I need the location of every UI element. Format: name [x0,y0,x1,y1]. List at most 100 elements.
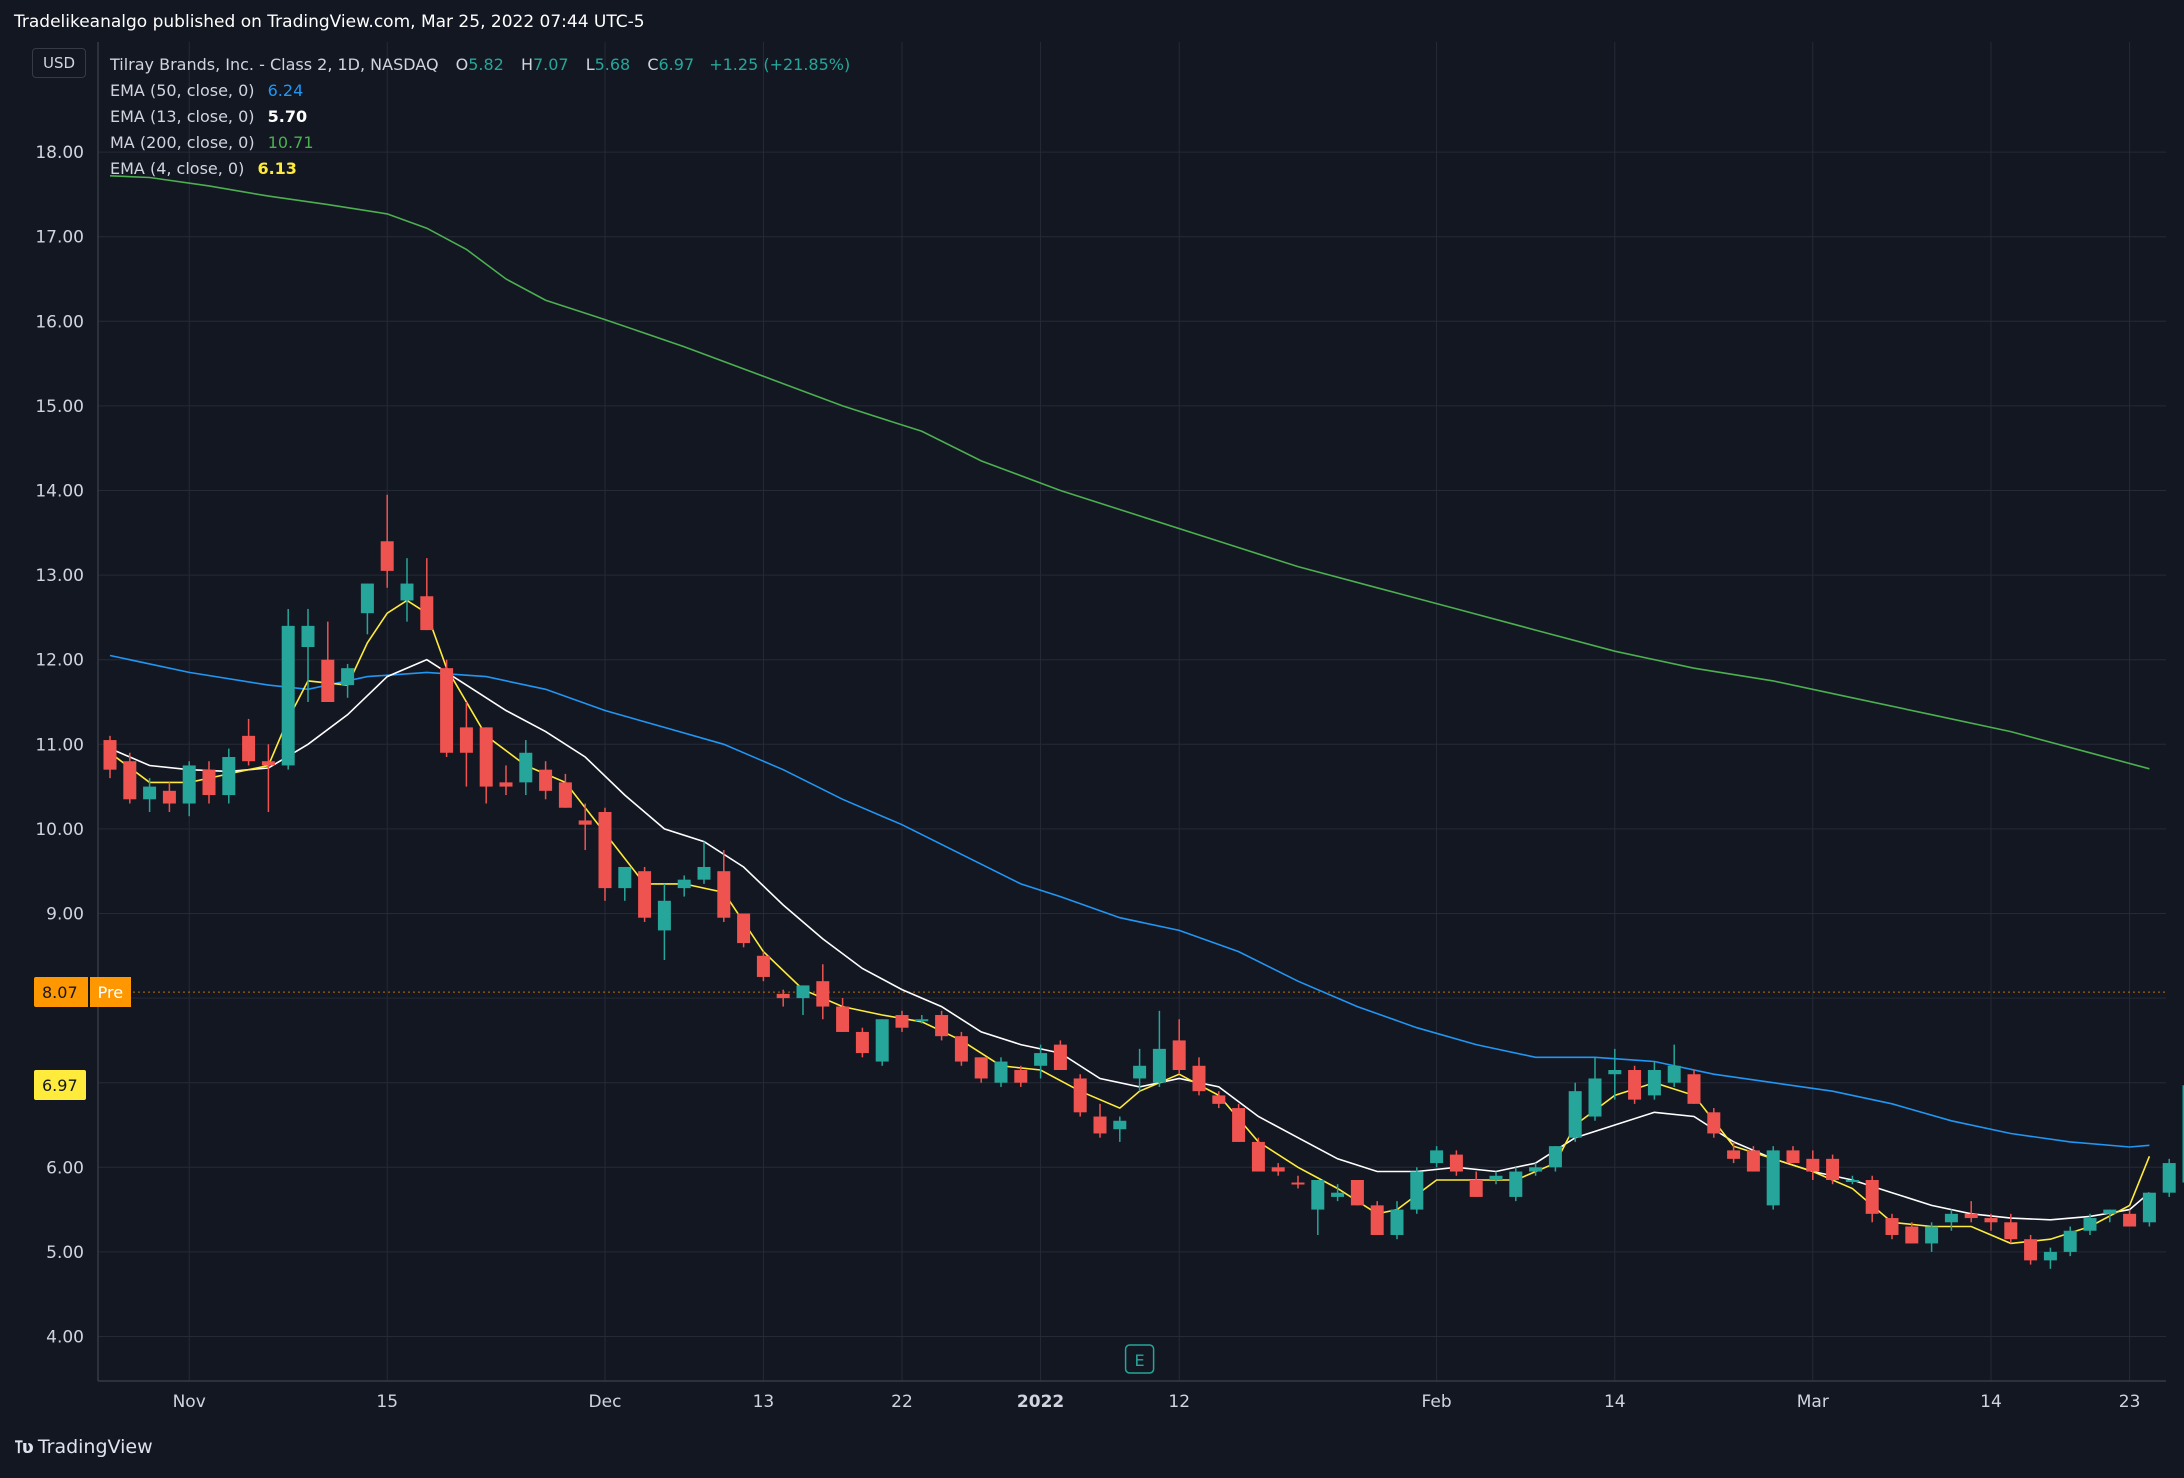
low-value: 5.68 [595,55,631,74]
candle-body [1014,1070,1027,1083]
open-label: O [456,55,469,74]
candle-body [519,753,532,783]
x-tick-label: 12 [1168,1392,1190,1412]
candle-body [1886,1218,1899,1235]
candle-body [183,765,196,803]
candle-body [1569,1091,1582,1138]
publisher-info: Tradelikeanalgo published on TradingView… [14,12,645,32]
candle-body [1905,1227,1918,1244]
tradingview-logo[interactable]: ⊺ʋ TradingView [14,1436,153,1458]
candle-body [302,626,315,647]
candle-body [1430,1150,1443,1163]
y-tick-label: 5.00 [46,1243,84,1263]
candle-body [1371,1205,1384,1235]
candle-body [2004,1222,2017,1239]
y-tick-label: 15.00 [35,397,84,417]
candle-body [282,626,295,766]
y-tick-label: 9.00 [46,905,84,925]
indicator-row-ema13[interactable]: EMA (13, close, 0) 5.70 [110,104,850,130]
candle-body [1806,1159,1819,1172]
candle-body [1866,1180,1879,1214]
pre-label: Pre [88,977,131,1007]
candle-body [262,761,275,765]
candle-body [1648,1070,1661,1095]
candle-body [1054,1045,1067,1070]
candle-body [143,787,156,800]
candle-body [1826,1159,1839,1180]
candle-body [1965,1214,1978,1218]
indicator-label: EMA (13, close, 0) [110,107,255,126]
open-value: 5.82 [468,55,504,74]
candle-body [816,981,829,1006]
candle-body [1133,1066,1146,1079]
candle-body [1410,1172,1423,1210]
indicator-row-ma200[interactable]: MA (200, close, 0) 10.71 [110,130,850,156]
candle-body [1391,1210,1404,1235]
candle-body [1212,1095,1225,1103]
candle-body [1272,1167,1285,1171]
candle-body [460,727,473,752]
indicator-label: MA (200, close, 0) [110,133,255,152]
indicator-value: 6.24 [268,81,304,100]
y-tick-label: 6.00 [46,1158,84,1178]
candle-body [1945,1214,1958,1222]
close-label: C [647,55,658,74]
candle-body [1331,1193,1344,1197]
candle-body [1450,1155,1463,1172]
candle-body [1351,1180,1364,1205]
candle-body [2024,1239,2037,1260]
y-tick-label: 14.00 [35,482,84,502]
x-tick-label: 14 [1980,1392,2002,1412]
y-tick-label: 11.00 [35,735,84,755]
candle-body [1727,1150,1740,1158]
candle-body [836,1007,849,1032]
indicator-value: 5.70 [268,107,307,126]
candle-body [876,1019,889,1061]
candle-body [123,761,136,799]
candle-body [1074,1078,1087,1112]
symbol-title: Tilray Brands, Inc. - Class 2, 1D, NASDA… [110,55,439,74]
pre-price: 8.07 [34,983,86,1002]
candle-body [420,596,433,630]
candle-body [1529,1167,1542,1171]
high-value: 7.07 [533,55,569,74]
header-bar: Tradelikeanalgo published on TradingView… [0,0,2184,42]
candle-body [1292,1183,1305,1185]
candle-body [2123,1214,2136,1227]
candle-body [698,867,711,880]
x-tick-label: 23 [2119,1392,2141,1412]
symbol-row[interactable]: Tilray Brands, Inc. - Class 2, 1D, NASDA… [110,52,850,78]
x-tick-label: Dec [589,1392,622,1412]
currency-label: USD [43,54,75,72]
y-tick-label: 13.00 [35,566,84,586]
indicator-value: 10.71 [268,133,314,152]
candle-body [341,668,354,685]
indicator-row-ema4[interactable]: EMA (4, close, 0) 6.13 [110,156,850,182]
candle-body [1311,1180,1324,1210]
candle-body [678,880,691,888]
candle-body [935,1015,948,1036]
chart-legend: Tilray Brands, Inc. - Class 2, 1D, NASDA… [110,52,850,182]
candle-body [1113,1121,1126,1129]
candle-body [242,736,255,761]
high-label: H [521,55,533,74]
candle-body [1173,1040,1186,1070]
indicator-row-ema50[interactable]: EMA (50, close, 0) 6.24 [110,78,850,104]
indicator-label: EMA (50, close, 0) [110,81,255,100]
candle-body [2084,1218,2097,1231]
y-tick-label: 17.00 [35,228,84,248]
candle-body [2044,1252,2057,1260]
candle-body [915,1019,928,1021]
candle-body [737,914,750,944]
candle-body [1707,1112,1720,1133]
change-value: +1.25 (+21.85%) [709,55,850,74]
candle-body [995,1062,1008,1083]
currency-button[interactable]: USD [32,48,86,78]
candle-body [1252,1142,1265,1172]
tradingview-logo-icon: ⊺ʋ [14,1437,32,1458]
x-tick-label: Nov [173,1392,206,1412]
candle-body [797,985,810,998]
candle-body [104,740,117,770]
